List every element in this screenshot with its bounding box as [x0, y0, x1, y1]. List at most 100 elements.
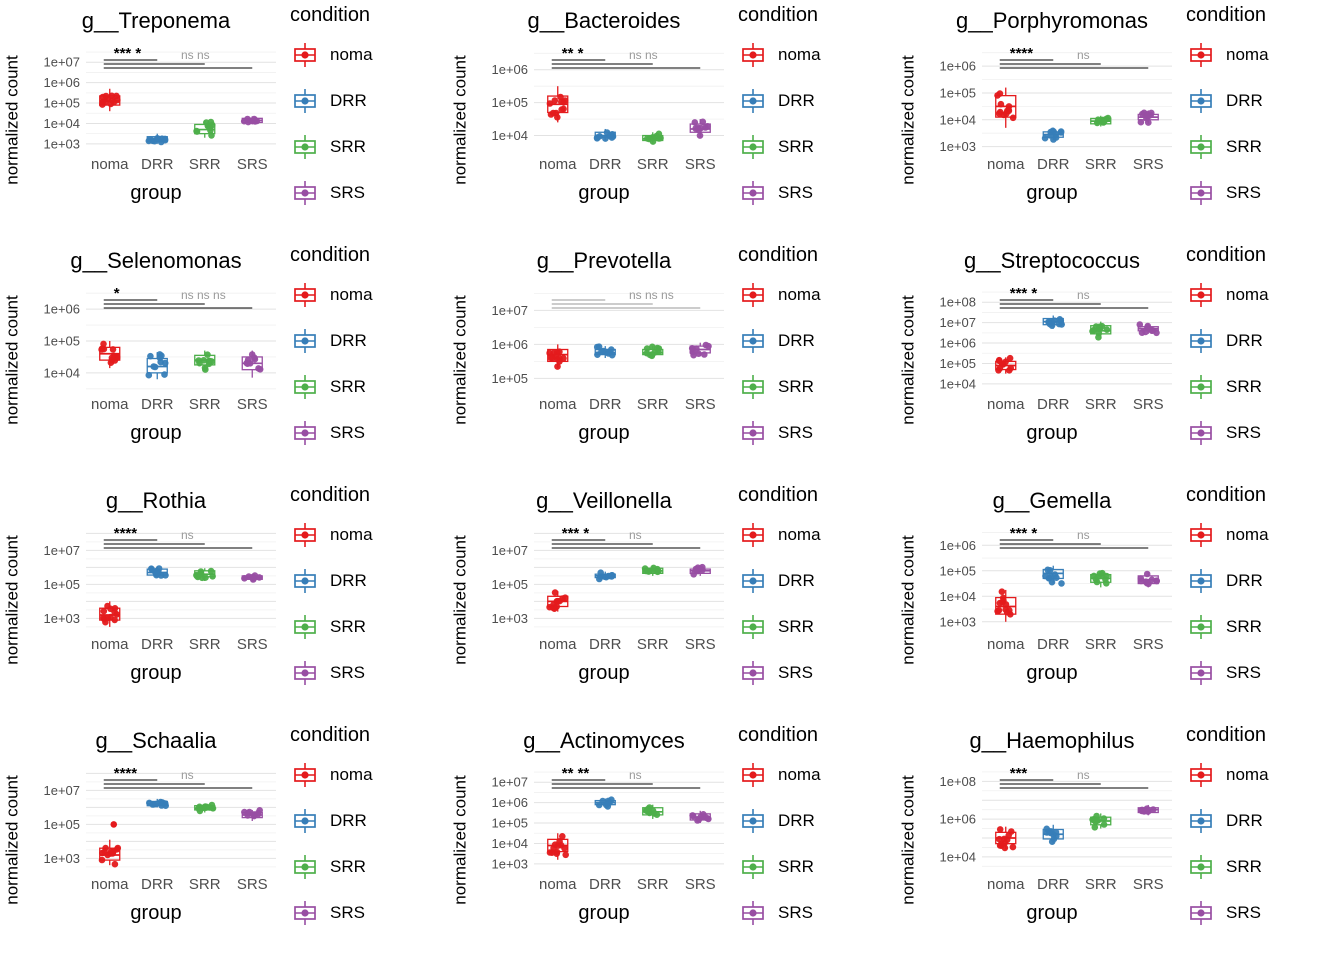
x-axis-label: group — [1026, 902, 1078, 924]
boxplot-legend-icon — [294, 89, 316, 113]
y-axis-label: normalized count — [899, 295, 918, 425]
boxplot-legend-icon — [294, 375, 316, 399]
x-axis-label: group — [578, 902, 630, 924]
legend-title: condition — [738, 724, 819, 746]
legend-title: condition — [290, 4, 371, 26]
x-axis-label: group — [130, 662, 182, 684]
legend-entries: noma DRR SRR SRS — [734, 752, 896, 936]
legend-entry-label: SRR — [778, 137, 814, 156]
legend-entry: DRR — [1182, 558, 1344, 604]
y-axis-label-container: normalized count — [448, 240, 474, 480]
svg-text:1e+06: 1e+06 — [939, 59, 976, 74]
svg-text:noma: noma — [91, 876, 129, 893]
svg-text:1e+06: 1e+06 — [43, 75, 80, 90]
boxplot-legend-icon — [742, 375, 764, 399]
boxplot-legend-icon — [1190, 43, 1212, 67]
boxplot-legend-icon — [742, 523, 764, 547]
legend-title: condition — [738, 4, 819, 26]
legend-entry-label: SRS — [778, 423, 813, 442]
legend-entry: noma — [286, 32, 448, 78]
legend-entry-label: SRS — [330, 423, 365, 442]
legend-entry: SRR — [734, 604, 896, 650]
plot-column: g__Haemophilus 1e+08 1e+06 1e+04 *** ns noma D… — [922, 720, 1182, 960]
legend-entry: SRR — [1182, 604, 1344, 650]
svg-text:SRS: SRS — [685, 396, 716, 413]
svg-text:DRR: DRR — [1037, 396, 1070, 413]
legend-entry-label: SRR — [330, 857, 366, 876]
boxplot-legend-icon — [742, 809, 764, 833]
svg-text:ns: ns — [629, 768, 642, 782]
legend-entries: noma DRR SRR SRS — [286, 32, 448, 216]
svg-text:1e+08: 1e+08 — [939, 295, 976, 310]
svg-text:1e+05: 1e+05 — [43, 577, 80, 592]
svg-text:ns: ns — [1077, 768, 1090, 782]
legend-entry-label: DRR — [1226, 331, 1263, 350]
legend-entry: SRS — [734, 890, 896, 936]
legend-entry: SRR — [734, 124, 896, 170]
boxplot-legend-icon — [742, 89, 764, 113]
y-axis-label: normalized count — [3, 55, 22, 185]
legend-entry-label: SRR — [1226, 137, 1262, 156]
panel-title: g__Rothia — [105, 488, 207, 513]
svg-text:DRR: DRR — [589, 396, 622, 413]
boxplot-legend-icon — [1190, 569, 1212, 593]
legend-entry-label: DRR — [1226, 811, 1263, 830]
legend-entry: SRS — [1182, 410, 1344, 456]
boxplot-legend-icon — [1190, 135, 1212, 159]
svg-text:DRR: DRR — [1037, 876, 1070, 893]
boxplot-legend-icon — [1190, 809, 1212, 833]
legend-entry-label: DRR — [1226, 91, 1263, 110]
svg-text:** **: ** ** — [562, 765, 590, 782]
legend-entry: SRR — [734, 364, 896, 410]
svg-text:DRR: DRR — [141, 396, 174, 413]
panel-plot: 1e+07 1e+06 1e+05 1e+04 1e+03 *** * ns ns noma D… — [43, 45, 276, 173]
legend-entry-label: SRR — [330, 617, 366, 636]
y-axis-label: normalized count — [3, 535, 22, 665]
svg-text:SRR: SRR — [637, 396, 669, 413]
svg-text:SRR: SRR — [1085, 636, 1117, 653]
svg-text:ns: ns — [181, 528, 194, 542]
legend-entry-label: SRR — [1226, 377, 1262, 396]
svg-text:1e+05: 1e+05 — [939, 85, 976, 100]
legend-entry-label: noma — [330, 285, 373, 304]
legend-entry: noma — [734, 272, 896, 318]
legend-entry-label: SRR — [778, 617, 814, 636]
y-axis-label-container: normalized count — [448, 480, 474, 720]
panel-plot: 1e+06 1e+05 1e+04 * ns ns ns noma DRR SRR SRS — [43, 285, 276, 413]
x-axis-label: group — [130, 422, 182, 444]
legend-entry-label: noma — [778, 285, 821, 304]
svg-text:1e+06: 1e+06 — [491, 62, 528, 77]
y-axis-label: normalized count — [899, 775, 918, 905]
legend-entries: noma DRR SRR SRS — [286, 512, 448, 696]
legend-entry-label: noma — [1226, 765, 1269, 784]
legend-entry: DRR — [286, 318, 448, 364]
panel-plot: 1e+07 1e+05 1e+03 **** ns noma DRR SRR SRS — [43, 765, 276, 893]
legend-entry: SRR — [286, 844, 448, 890]
legend-entry: SRS — [734, 410, 896, 456]
legend-title: condition — [1186, 244, 1267, 266]
legend: condition noma DRR SRR SRS — [1182, 240, 1344, 480]
legend-entry-label: SRS — [778, 663, 813, 682]
legend-entry-label: SRS — [330, 903, 365, 922]
svg-text:SRR: SRR — [1085, 396, 1117, 413]
svg-text:ns ns ns: ns ns ns — [629, 288, 674, 302]
panel-plot: 1e+08 1e+06 1e+04 *** ns noma DRR SRR SRS — [939, 765, 1172, 893]
x-axis-label: group — [578, 422, 630, 444]
legend-entry-label: DRR — [1226, 571, 1263, 590]
legend-entries: noma DRR SRR SRS — [1182, 32, 1344, 216]
svg-text:1e+04: 1e+04 — [939, 376, 976, 391]
facet-panel: normalized count g__Veillonella 1e+07 1e+… — [448, 480, 896, 720]
boxplot-legend-icon — [742, 135, 764, 159]
y-axis-label-container: normalized count — [0, 480, 26, 720]
svg-text:1e+05: 1e+05 — [43, 96, 80, 111]
legend: condition noma DRR SRR SRS — [1182, 480, 1344, 720]
svg-text:SRR: SRR — [1085, 156, 1117, 173]
legend-entry-label: DRR — [330, 571, 367, 590]
legend-entry: SRR — [734, 844, 896, 890]
legend: condition noma DRR SRR SRS — [286, 720, 448, 960]
legend-entry-label: noma — [330, 45, 373, 64]
legend-entry-label: noma — [330, 525, 373, 544]
boxplot-legend-icon — [742, 329, 764, 353]
facet-panel: normalized count g__Gemella 1e+06 1e+05 1e… — [896, 480, 1344, 720]
